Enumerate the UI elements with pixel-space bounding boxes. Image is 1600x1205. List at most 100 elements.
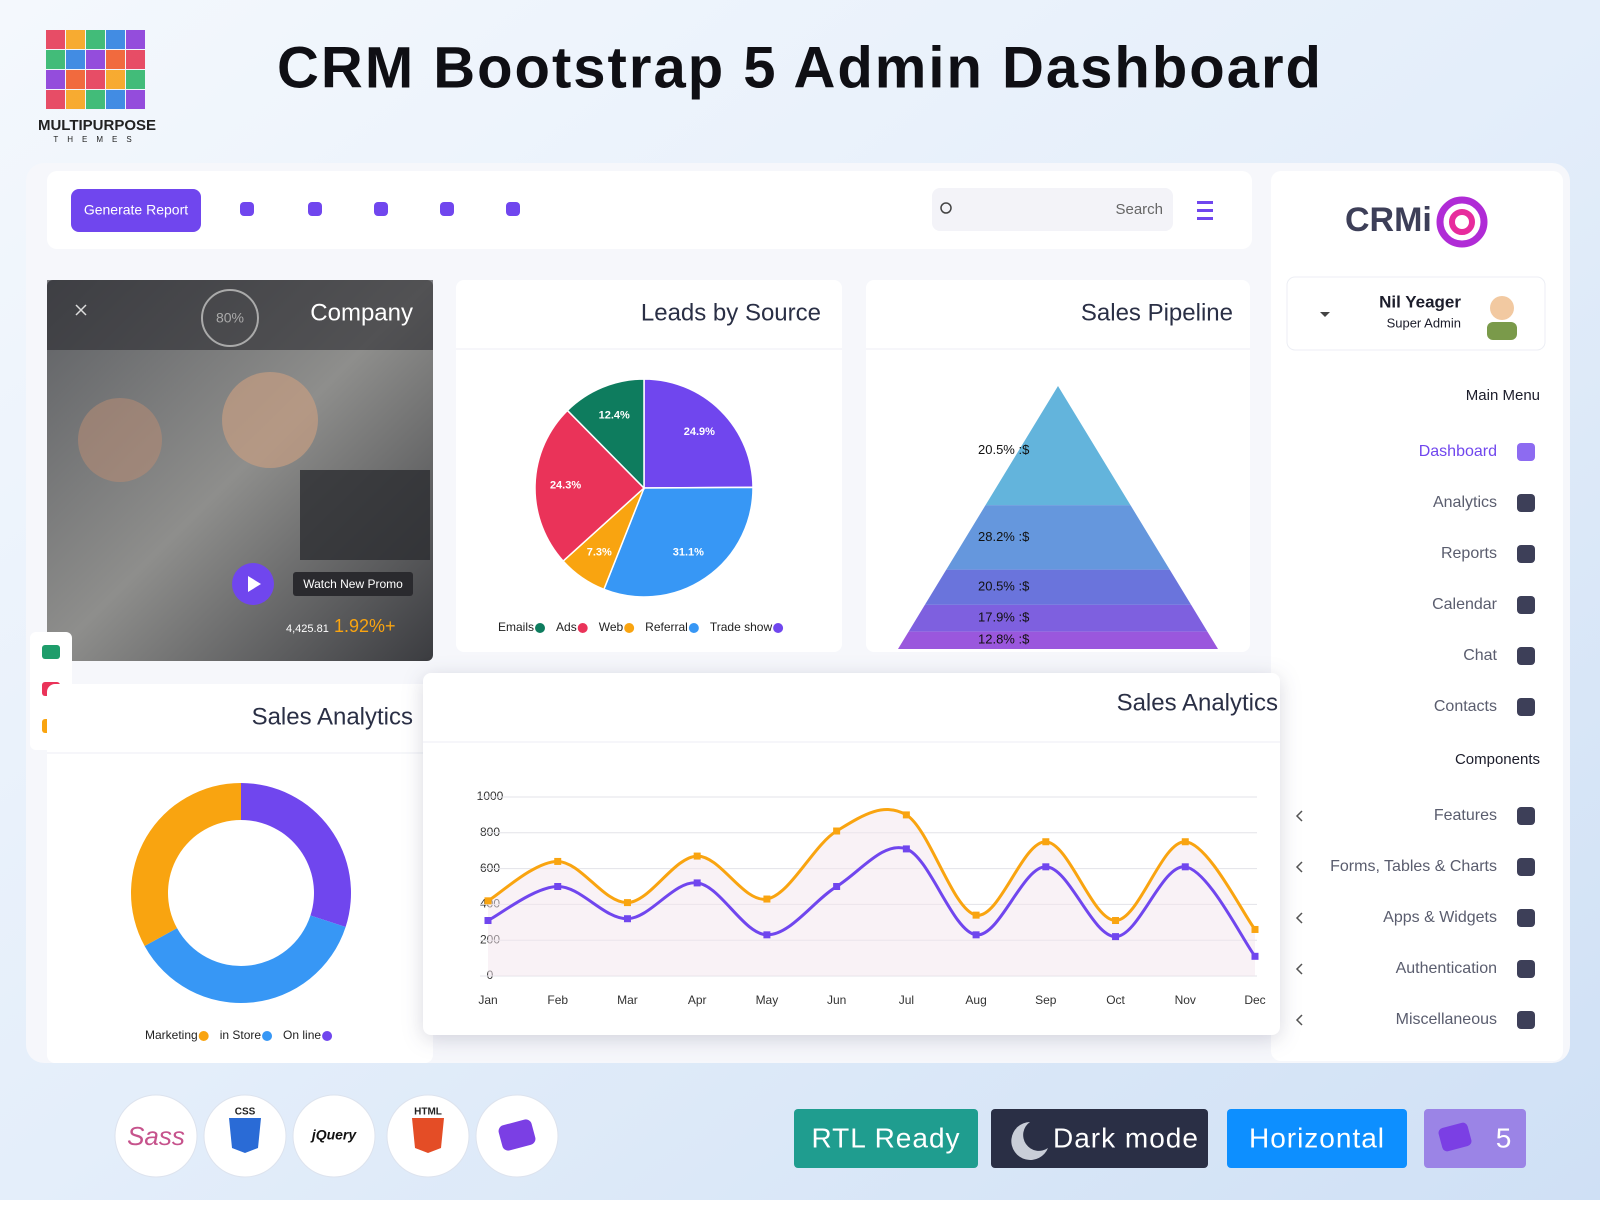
logo-tile — [126, 70, 145, 89]
menu-icon-bar — [1197, 209, 1213, 212]
card-title: Sales Pipeline — [1081, 299, 1233, 326]
legend-swatch — [624, 623, 635, 633]
promo-button-bg[interactable] — [293, 572, 413, 596]
menu-item: Miscellaneous — [1396, 1011, 1497, 1028]
tech-jquery: jQuery — [310, 1127, 358, 1143]
segment-label: 20.5% :$ — [978, 442, 1030, 457]
legend-swatch — [773, 623, 784, 633]
line-point — [1181, 838, 1189, 846]
legend-label: Emails — [498, 620, 534, 634]
menu-icon[interactable] — [1517, 909, 1535, 927]
logo-tile — [46, 50, 65, 69]
menu-icon[interactable] — [1517, 545, 1535, 563]
pyramid-segment — [946, 505, 1170, 570]
line-point — [1251, 952, 1259, 960]
close-icon[interactable] — [75, 304, 87, 316]
line-point — [763, 895, 771, 903]
main-menu-heading: Main Menu — [1466, 387, 1540, 404]
feature-badge — [794, 1109, 978, 1168]
legend-swatch — [198, 1031, 209, 1041]
toolbar-icon[interactable] — [308, 202, 322, 216]
line-point — [1112, 933, 1120, 941]
toolbar-icon[interactable] — [240, 202, 254, 216]
sidebar — [1271, 171, 1563, 1061]
user-avatar-body — [1487, 322, 1517, 340]
submenu-chevron[interactable] — [1295, 963, 1303, 975]
logo-tile — [86, 50, 105, 69]
menu-icon[interactable] — [1517, 698, 1535, 716]
toolbar-icon[interactable] — [374, 202, 388, 216]
line-point — [1042, 863, 1050, 871]
logo-tile — [106, 30, 125, 49]
play-icon — [248, 576, 261, 592]
tech-css: CSS — [235, 1107, 256, 1118]
legend-label: Trade show — [710, 620, 773, 634]
logo-tile — [46, 30, 65, 49]
legend-swatch — [535, 623, 546, 633]
menu-icon[interactable] — [1517, 960, 1535, 978]
slice-label: 12.4% — [599, 409, 630, 421]
page-title: CRM Bootstrap 5 Admin Dashboard — [277, 35, 1323, 100]
y-tick-label: 600 — [480, 861, 500, 875]
x-tick-label: Feb — [547, 993, 568, 1007]
feature-badge — [991, 1109, 1208, 1168]
user-caret[interactable] — [1320, 312, 1330, 317]
line-point — [554, 857, 562, 865]
line-point — [554, 883, 562, 890]
pyramid-segment — [985, 386, 1131, 506]
menu-icon[interactable] — [1517, 443, 1535, 461]
progress-ring — [201, 289, 259, 347]
legend-swatch — [262, 1031, 273, 1041]
line-point — [1042, 838, 1050, 846]
promo-change: 1.92%+ — [334, 616, 396, 636]
x-tick-label: Sep — [1035, 993, 1057, 1007]
line-point — [623, 915, 631, 923]
toolbar-icon[interactable] — [440, 202, 454, 216]
submenu-chevron[interactable] — [1295, 861, 1303, 873]
y-tick-label: 1000 — [477, 789, 504, 803]
menu-item: Authentication — [1396, 960, 1497, 977]
logo-swirl — [1436, 196, 1488, 248]
pyramid-segment — [924, 569, 1192, 605]
toolbar-icon[interactable] — [506, 202, 520, 216]
area-fill — [488, 809, 1255, 976]
submenu-chevron[interactable] — [1295, 810, 1303, 822]
promo-title: Company — [310, 299, 413, 326]
menu-icon[interactable] — [1517, 647, 1535, 665]
brand-name: MULTIPURPOSE — [38, 117, 156, 134]
search-placeholder: Search — [1115, 201, 1163, 218]
card-title: Sales Analytics — [252, 703, 413, 730]
pie-slice — [566, 378, 645, 490]
submenu-chevron[interactable] — [1295, 1014, 1303, 1026]
person — [78, 398, 162, 482]
x-tick-label: Apr — [688, 993, 707, 1007]
quick-icon[interactable] — [42, 645, 60, 659]
tech-html: HTML — [414, 1107, 442, 1118]
donut-slice — [130, 782, 241, 946]
legend-swatch — [577, 623, 588, 633]
menu-item: Contacts — [1434, 698, 1497, 715]
menu-icon[interactable] — [1517, 1011, 1535, 1029]
line-point — [1251, 925, 1259, 933]
line-point — [484, 897, 492, 905]
logo-tile — [46, 70, 65, 89]
generate-report-button[interactable] — [71, 189, 201, 232]
logo-tile — [66, 50, 85, 69]
card-title: Leads by Source — [641, 299, 821, 326]
menu-icon[interactable] — [1517, 596, 1535, 614]
logo-tile — [66, 90, 85, 109]
submenu-chevron[interactable] — [1295, 912, 1303, 924]
search-box[interactable] — [932, 188, 1173, 231]
ring-label: 80% — [216, 310, 244, 326]
user-role: Super Admin — [1387, 315, 1461, 330]
menu-icon[interactable] — [1517, 807, 1535, 825]
line-point — [763, 931, 771, 939]
legend-swatch — [322, 1031, 333, 1041]
legend-label: Ads — [556, 620, 577, 634]
segment-label: 20.5% :$ — [978, 579, 1030, 594]
line-point — [972, 911, 980, 919]
menu-icon[interactable] — [1517, 858, 1535, 876]
html-shield — [412, 1118, 444, 1153]
badge-label: Dark mode — [1053, 1122, 1199, 1153]
menu-icon[interactable] — [1517, 494, 1535, 512]
